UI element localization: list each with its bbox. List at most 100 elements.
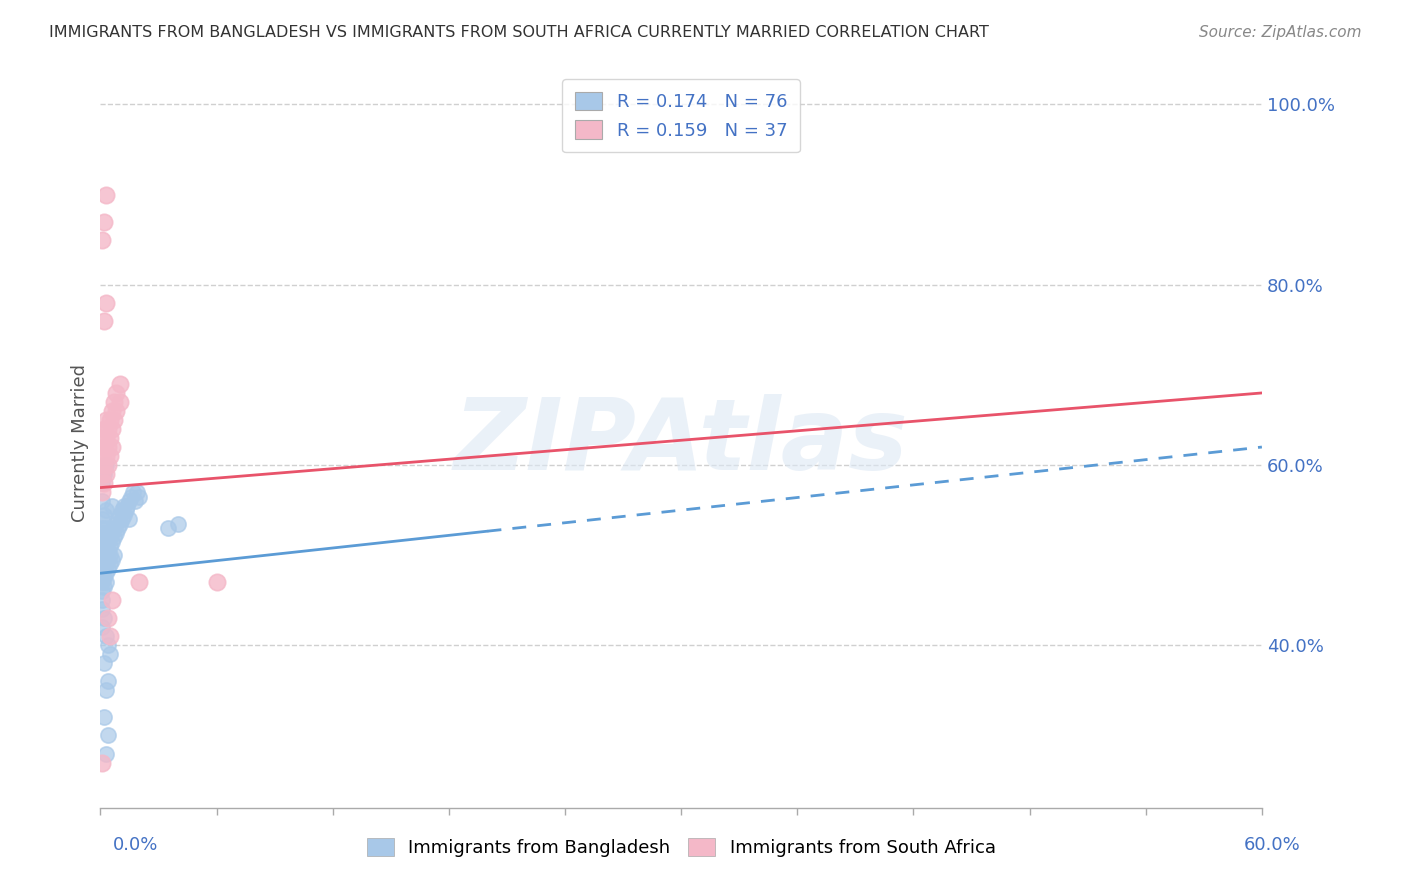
- Point: [108, 376, 131, 391]
- Point: [91, 512, 114, 526]
- Point: [93, 508, 115, 522]
- Text: 0.0%: 0.0%: [112, 836, 157, 854]
- Point: [91, 233, 114, 247]
- Text: IMMIGRANTS FROM BANGLADESH VS IMMIGRANTS FROM SOUTH AFRICA CURRENTLY MARRIED COR: IMMIGRANTS FROM BANGLADESH VS IMMIGRANTS…: [49, 25, 988, 40]
- Point: [97, 534, 120, 549]
- Point: [96, 575, 118, 590]
- Point: [93, 710, 115, 724]
- Point: [97, 562, 120, 576]
- Point: [91, 620, 114, 634]
- Point: [97, 552, 120, 566]
- Point: [91, 575, 114, 590]
- Point: [103, 413, 125, 427]
- Point: [93, 657, 115, 671]
- Point: [91, 467, 114, 481]
- Point: [96, 683, 118, 698]
- Point: [103, 530, 125, 544]
- Point: [93, 215, 115, 229]
- Point: [101, 499, 124, 513]
- Point: [111, 503, 134, 517]
- Point: [101, 404, 124, 418]
- Point: [104, 516, 127, 531]
- Point: [93, 476, 115, 491]
- Point: [97, 638, 120, 652]
- Point: [93, 458, 115, 472]
- Point: [91, 558, 114, 572]
- Point: [166, 516, 188, 531]
- Point: [97, 674, 120, 689]
- Point: [98, 629, 121, 643]
- Point: [98, 530, 121, 544]
- Point: [98, 539, 121, 553]
- Point: [124, 494, 146, 508]
- Point: [97, 525, 120, 540]
- Point: [120, 490, 142, 504]
- Point: [96, 458, 118, 472]
- Point: [127, 485, 149, 500]
- Point: [101, 552, 124, 566]
- Point: [108, 516, 131, 531]
- Point: [103, 548, 125, 562]
- Point: [96, 503, 118, 517]
- Y-axis label: Currently Married: Currently Married: [72, 364, 89, 522]
- Point: [114, 503, 136, 517]
- Point: [104, 386, 127, 401]
- Point: [97, 440, 120, 454]
- Point: [96, 558, 118, 572]
- Point: [91, 431, 114, 445]
- Point: [98, 548, 121, 562]
- Point: [93, 440, 115, 454]
- Point: [91, 566, 114, 581]
- Point: [108, 395, 131, 409]
- Point: [205, 575, 228, 590]
- Point: [118, 494, 141, 508]
- Point: [96, 187, 118, 202]
- Text: ZIPAtlas: ZIPAtlas: [454, 394, 908, 491]
- Point: [101, 440, 124, 454]
- Point: [98, 431, 121, 445]
- Point: [96, 431, 118, 445]
- Point: [93, 543, 115, 558]
- Point: [122, 485, 145, 500]
- Point: [91, 485, 114, 500]
- Point: [104, 404, 127, 418]
- Point: [96, 548, 118, 562]
- Point: [93, 571, 115, 585]
- Point: [93, 314, 115, 328]
- Point: [93, 467, 115, 481]
- Point: [91, 494, 114, 508]
- Point: [111, 512, 134, 526]
- Point: [103, 521, 125, 535]
- Point: [93, 580, 115, 594]
- Point: [97, 729, 120, 743]
- Point: [112, 508, 135, 522]
- Point: [98, 558, 121, 572]
- Point: [91, 602, 114, 616]
- Point: [96, 629, 118, 643]
- Point: [101, 534, 124, 549]
- Point: [101, 525, 124, 540]
- Point: [107, 512, 129, 526]
- Point: [96, 413, 118, 427]
- Point: [93, 422, 115, 436]
- Point: [98, 413, 121, 427]
- Point: [93, 534, 115, 549]
- Point: [91, 584, 114, 599]
- Point: [97, 611, 120, 625]
- Point: [91, 593, 114, 607]
- Point: [97, 458, 120, 472]
- Point: [96, 539, 118, 553]
- Legend: R = 0.174   N = 76, R = 0.159   N = 37: R = 0.174 N = 76, R = 0.159 N = 37: [562, 79, 800, 153]
- Point: [91, 548, 114, 562]
- Point: [96, 295, 118, 310]
- Point: [91, 756, 114, 770]
- Point: [91, 449, 114, 463]
- Text: Source: ZipAtlas.com: Source: ZipAtlas.com: [1198, 25, 1361, 40]
- Point: [157, 521, 180, 535]
- Point: [128, 490, 150, 504]
- Point: [128, 575, 150, 590]
- Point: [93, 552, 115, 566]
- Point: [96, 521, 118, 535]
- Point: [103, 395, 125, 409]
- Point: [97, 422, 120, 436]
